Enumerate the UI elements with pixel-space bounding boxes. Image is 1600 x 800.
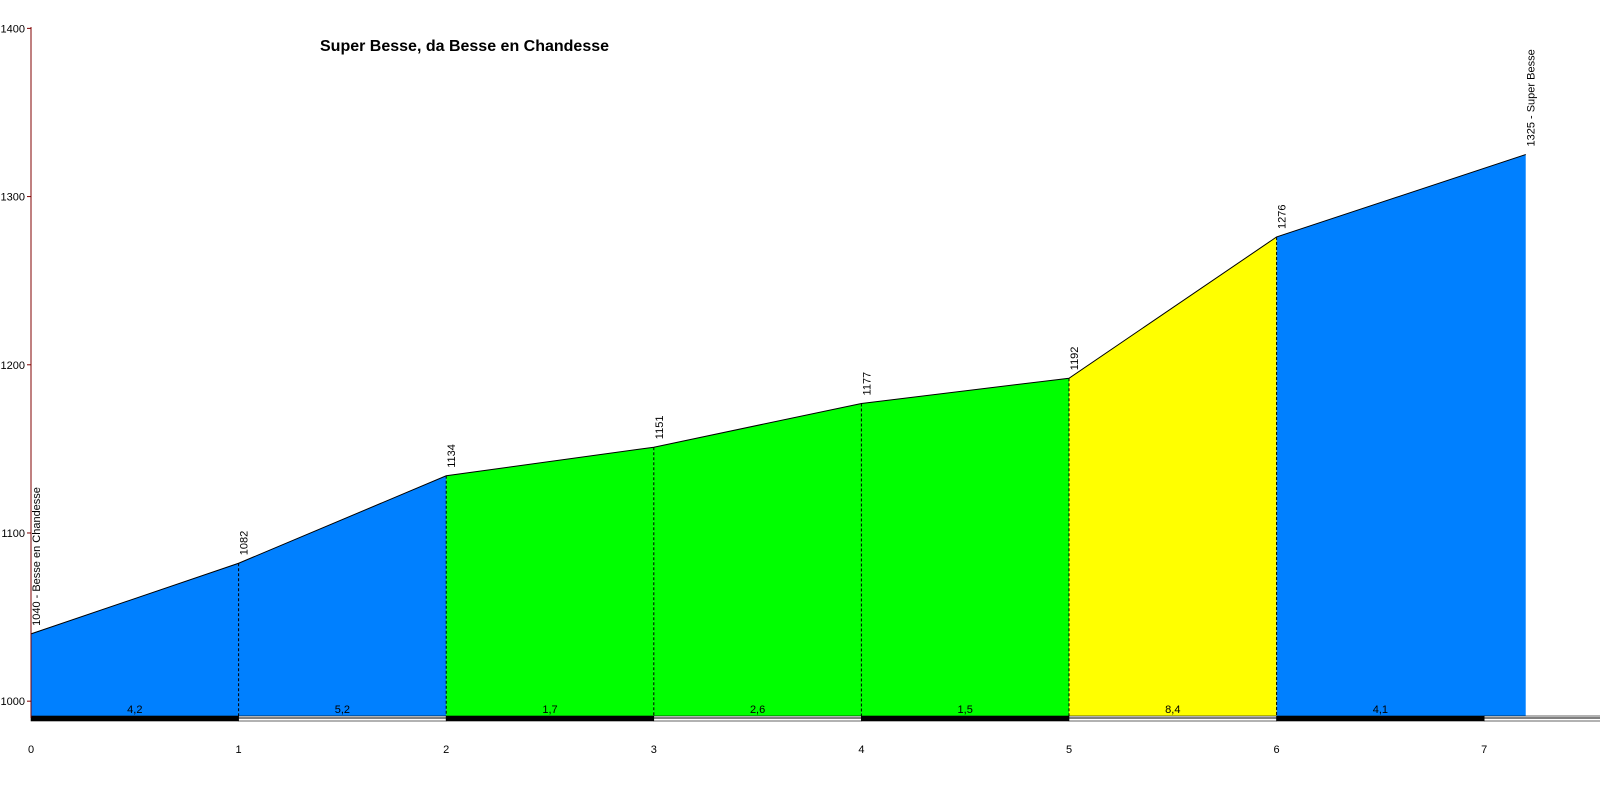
y-tick-label-1200: 1200 — [1, 360, 25, 372]
x-tick-label-1: 1 — [236, 744, 242, 756]
elevation-label-2: 1082 — [239, 531, 251, 555]
gradient-label-7: 4,1 — [1373, 704, 1388, 716]
gradient-label-2: 5,2 — [335, 704, 350, 716]
profile-line — [30, 154, 1526, 635]
elevation-label-3: 1134 — [446, 444, 458, 468]
segment-area-5 — [861, 378, 1069, 718]
segment-area-1 — [31, 563, 239, 718]
gradient-label-3: 1,7 — [542, 704, 557, 716]
y-tick-label-1300: 1300 — [1, 192, 25, 204]
y-tick-label-1400: 1400 — [1, 23, 25, 35]
y-tick-label-1000: 1000 — [1, 696, 25, 708]
profile-areas — [31, 154, 1526, 718]
y-tick-label-1100: 1100 — [1, 528, 25, 540]
gradient-labels: 4,2 5,2 1,7 2,6 1,5 8,4 4,1 — [127, 704, 1388, 716]
elevation-label-6: 1192 — [1069, 347, 1081, 371]
x-tick-label-2: 2 — [443, 744, 449, 756]
segment-area-3 — [446, 447, 654, 718]
gradient-label-6: 8,4 — [1165, 704, 1180, 716]
elevation-label-7: 1276 — [1277, 204, 1289, 228]
elevation-label-1: 1040 - Besse en Chandesse — [31, 487, 43, 626]
gradient-label-1: 4,2 — [127, 704, 142, 716]
x-tick-label-5: 5 — [1066, 744, 1072, 756]
profile-line-group — [30, 154, 1526, 635]
x-tick-label-3: 3 — [651, 744, 657, 756]
x-tick-label-0: 0 — [28, 744, 34, 756]
segment-area-2 — [238, 475, 447, 718]
x-axis: 0 1 2 3 4 5 6 7 — [28, 717, 1600, 756]
x-tick-label-6: 6 — [1274, 744, 1280, 756]
segment-area-6 — [1069, 236, 1277, 718]
segment-area-7 — [1276, 154, 1526, 718]
elevation-label-5: 1177 — [861, 372, 873, 396]
gradient-label-4: 2,6 — [750, 704, 765, 716]
km-dividers — [238, 236, 1278, 718]
y-axis: 1000 1100 1200 1300 1400 — [1, 23, 32, 718]
x-tick-label-4: 4 — [858, 744, 864, 756]
chart-title: Super Besse, da Besse en Chandesse — [320, 38, 610, 55]
gradient-label-5: 1,5 — [958, 704, 973, 716]
elevation-point-labels: 1040 - Besse en Chandesse 1082 1134 1151 117… — [31, 49, 1538, 626]
x-tick-label-7: 7 — [1481, 744, 1487, 756]
elevation-label-8: 1325 - Super Besse — [1526, 49, 1538, 146]
segment-area-4 — [653, 403, 862, 718]
elevation-label-4: 1151 — [654, 416, 666, 440]
